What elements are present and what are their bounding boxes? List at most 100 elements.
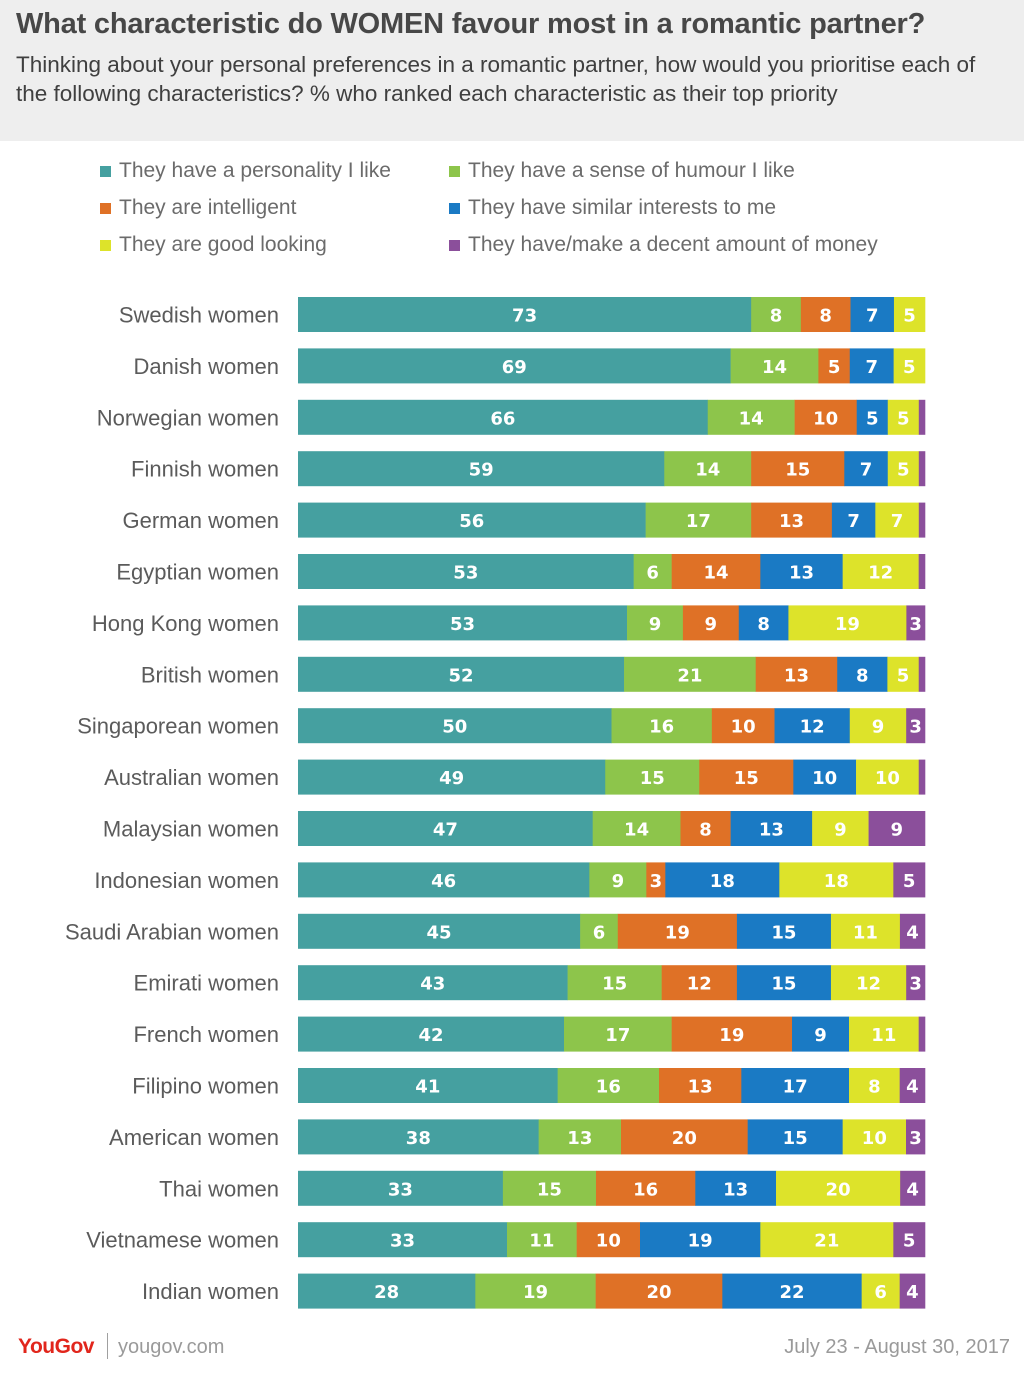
data-label: 10 [812, 768, 837, 789]
category-label: Finnish women [131, 457, 279, 482]
bar-segment [707, 399, 795, 435]
bar-segment [682, 605, 740, 641]
bar-segment [595, 1170, 696, 1206]
data-label: 3 [909, 614, 922, 635]
data-label: 8 [757, 614, 770, 635]
bar-segment [818, 348, 851, 384]
bar-segment [899, 1068, 926, 1103]
data-label: 4 [906, 1282, 919, 1303]
bar-segment [918, 451, 926, 487]
bar-segment [589, 862, 647, 898]
data-label: 8 [770, 306, 783, 327]
legend-label: They have a sense of humour I like [468, 159, 795, 182]
data-label: 8 [856, 665, 869, 686]
bar-segment [298, 656, 625, 692]
bar-segment [661, 965, 738, 1001]
data-label: 53 [450, 614, 475, 635]
data-label: 33 [390, 1231, 415, 1252]
data-label: 9 [612, 871, 625, 892]
bar-segment [646, 862, 666, 898]
data-label: 10 [875, 768, 900, 789]
bar-segment [605, 759, 700, 795]
data-label: 8 [868, 1077, 881, 1098]
bar-segment [730, 348, 819, 384]
data-label: 3 [909, 717, 922, 738]
data-label: 5 [897, 408, 910, 429]
bar-segment [741, 1068, 850, 1103]
data-label: 21 [677, 665, 702, 686]
data-label: 14 [695, 460, 720, 481]
bar-segment [849, 708, 907, 744]
bar-segment [760, 1222, 894, 1258]
data-label: 17 [686, 511, 711, 532]
bar-segment [837, 656, 888, 692]
bar-segment [751, 451, 845, 487]
data-label: 15 [640, 768, 665, 789]
data-label: 33 [388, 1179, 413, 1200]
category-label: Australian women [104, 765, 279, 790]
bar-segment [747, 1119, 843, 1155]
data-label: 19 [835, 614, 860, 635]
category-label: Malaysian women [103, 817, 279, 842]
bar-segment [298, 1119, 539, 1155]
legend-label: They are intelligent [119, 196, 297, 219]
bar-segment [592, 811, 681, 846]
data-label: 10 [862, 1128, 887, 1149]
bar-segment [298, 708, 612, 744]
data-label: 9 [891, 820, 904, 841]
bar-segment [918, 399, 926, 435]
data-label: 50 [442, 717, 467, 738]
data-label: 13 [688, 1077, 713, 1098]
data-label: 59 [469, 460, 494, 481]
yougov-logo: YouGov [18, 1335, 94, 1358]
bar-segment [850, 297, 895, 332]
data-label: 46 [431, 871, 456, 892]
data-label: 12 [800, 717, 825, 738]
category-label: Indonesian women [94, 868, 279, 893]
bar-segment [842, 554, 919, 589]
data-label: 12 [687, 974, 712, 995]
bar-segment [298, 913, 581, 949]
data-label: 5 [897, 665, 910, 686]
data-label: 28 [374, 1282, 399, 1303]
footer-site: yougov.com [118, 1336, 225, 1358]
category-label: American women [109, 1125, 279, 1150]
data-label: 13 [784, 665, 809, 686]
data-label: 9 [834, 820, 847, 841]
bar-segment [861, 1273, 900, 1309]
bar-segment [617, 913, 738, 949]
bar-segment [812, 811, 869, 846]
data-label: 13 [723, 1179, 748, 1200]
chart-subtitle: Thinking about your personal preferences… [16, 52, 976, 106]
bar-segment [564, 1016, 672, 1052]
bar-segment [624, 656, 757, 692]
bar-segment [779, 862, 894, 898]
data-label: 6 [646, 563, 659, 584]
bar-segment [298, 1273, 476, 1309]
data-label: 19 [688, 1231, 713, 1252]
data-label: 5 [828, 357, 841, 378]
category-label: French women [133, 1022, 279, 1047]
data-label: 7 [866, 306, 879, 327]
data-label: 4 [906, 1179, 919, 1200]
data-label: 3 [909, 1128, 922, 1149]
bar-segment [576, 1222, 641, 1258]
bar-segment [502, 1170, 597, 1206]
bar-segment [794, 399, 858, 435]
data-label: 5 [866, 408, 879, 429]
data-label: 41 [415, 1077, 440, 1098]
data-label: 13 [789, 563, 814, 584]
category-label: Emirati women [134, 971, 279, 996]
bar-segment [665, 862, 780, 898]
data-label: 56 [459, 511, 484, 532]
bar-segment [671, 1016, 793, 1052]
category-label: Filipino women [132, 1074, 279, 1099]
data-label: 9 [872, 717, 885, 738]
category-label: Egyptian women [116, 560, 279, 585]
bar-segment [298, 297, 752, 332]
bar-segment [298, 1222, 508, 1258]
bar-segment [893, 1222, 926, 1258]
category-label: Singaporean women [77, 714, 279, 739]
bar-segment [298, 605, 628, 641]
legend-item-personality: They have a personality I like [100, 159, 391, 183]
